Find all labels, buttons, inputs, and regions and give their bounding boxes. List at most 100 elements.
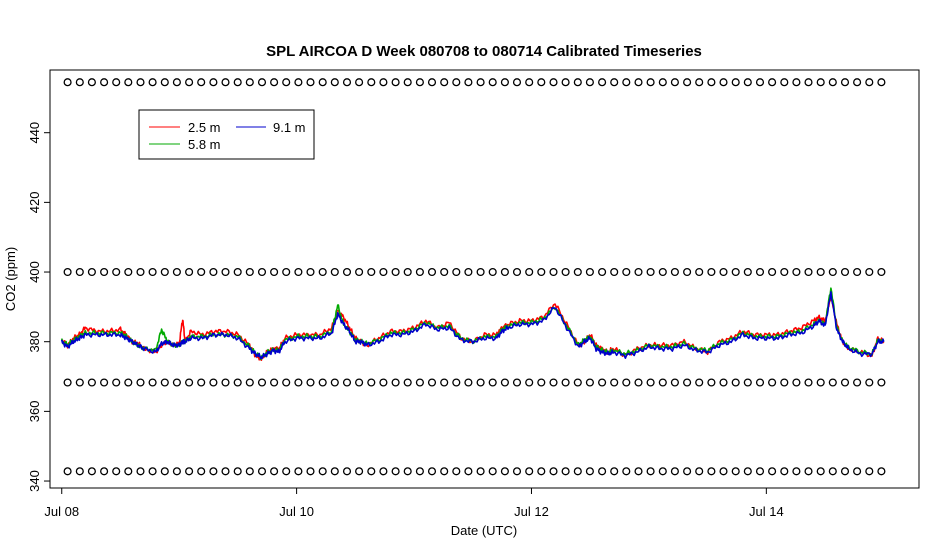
calibration-point	[197, 78, 206, 87]
calibration-point	[828, 78, 837, 87]
calibration-point	[282, 467, 291, 476]
calibration-point	[355, 267, 364, 277]
calibration-point	[598, 467, 607, 476]
calibration-point	[330, 378, 339, 387]
calibration-point	[318, 267, 327, 277]
calibration-point	[804, 78, 813, 87]
calibration-point	[391, 267, 400, 277]
calibration-point	[658, 78, 667, 87]
calibration-point	[549, 467, 558, 476]
calibration-point	[100, 378, 109, 387]
legend-label-2-5m: 2.5 m	[188, 120, 221, 135]
calibration-point	[719, 267, 728, 277]
calibration-point	[500, 267, 509, 277]
calibration-point	[537, 78, 546, 87]
calibration-point	[440, 78, 449, 87]
calibration-point	[658, 267, 667, 277]
calibration-point	[282, 267, 291, 277]
calibration-point	[816, 267, 825, 277]
calibration-point	[148, 78, 157, 87]
calibration-point	[391, 78, 400, 87]
calibration-point	[816, 78, 825, 87]
calibration-point	[355, 378, 364, 387]
calibration-point	[318, 467, 327, 476]
calibration-point	[828, 467, 837, 476]
calibration-point	[646, 378, 655, 387]
calibration-point	[610, 267, 619, 277]
calibration-point	[755, 78, 765, 87]
calibration-point	[670, 378, 679, 387]
calibration-point	[391, 378, 400, 387]
calibration-point	[865, 378, 874, 387]
calibration-point	[197, 378, 206, 387]
calibration-point	[840, 267, 850, 277]
calibration-point	[233, 467, 242, 476]
calibration-point	[525, 467, 534, 476]
calibration-point	[561, 378, 570, 387]
calibration-point	[294, 267, 303, 277]
calibration-point	[112, 267, 121, 277]
series-line-5-8-m	[60, 287, 885, 361]
calibration-point	[257, 78, 267, 87]
calibration-point	[646, 467, 655, 476]
calibration-point	[367, 267, 376, 277]
calibration-point	[160, 467, 169, 476]
calibration-point	[792, 78, 801, 87]
calibration-point	[379, 467, 388, 476]
calibration-point	[768, 267, 777, 277]
calibration-point	[136, 467, 145, 476]
calibration-point	[209, 78, 218, 87]
calibration-point	[464, 267, 473, 277]
calibration-point	[707, 78, 716, 87]
calibration-point	[172, 378, 181, 387]
calibration-point	[112, 78, 121, 87]
calibration-point	[440, 267, 449, 277]
calibration-point	[306, 467, 315, 476]
calibration-point	[148, 267, 157, 277]
calibration-point	[282, 378, 291, 387]
calibration-point	[780, 78, 789, 87]
calibration-point	[476, 378, 485, 387]
calibration-point	[185, 378, 194, 387]
x-tick-label: Jul 14	[749, 504, 784, 519]
calibration-point	[63, 467, 72, 476]
calibration-markers	[63, 78, 886, 476]
calibration-point	[804, 267, 813, 277]
calibration-point	[221, 78, 230, 87]
calibration-point	[683, 467, 692, 476]
calibration-point	[488, 378, 497, 387]
calibration-point	[415, 467, 424, 476]
calibration-point	[549, 267, 558, 277]
chart-title: SPL AIRCOA D Week 080708 to 080714 Calib…	[266, 43, 702, 60]
calibration-point	[87, 78, 96, 87]
calibration-point	[525, 378, 534, 387]
calibration-point	[318, 378, 327, 387]
calibration-point	[561, 467, 570, 476]
x-tick-label: Jul 12	[514, 504, 549, 519]
calibration-point	[464, 378, 473, 387]
calibration-point	[112, 467, 121, 476]
legend-label-9-1m: 9.1 m	[273, 120, 306, 135]
calibration-point	[379, 78, 388, 87]
calibration-point	[743, 378, 752, 387]
calibration-point	[598, 267, 607, 277]
x-axis-label: Date (UTC)	[451, 523, 517, 538]
calibration-point	[160, 267, 169, 277]
calibration-point	[136, 78, 145, 87]
x-tick-label: Jul 08	[44, 504, 79, 519]
calibration-point	[780, 467, 789, 476]
calibration-point	[573, 78, 582, 87]
calibration-point	[75, 267, 84, 277]
calibration-point	[719, 467, 728, 476]
calibration-point	[610, 378, 619, 387]
calibration-point	[452, 78, 461, 87]
calibration-point	[342, 267, 352, 277]
calibration-point	[233, 78, 242, 87]
plot-frame	[49, 69, 920, 489]
calibration-point	[731, 467, 740, 476]
calibration-point	[622, 78, 631, 87]
y-tick-label: 420	[27, 192, 42, 214]
calibration-point	[270, 78, 279, 87]
calibration-point	[148, 378, 157, 387]
calibration-point	[221, 267, 230, 277]
